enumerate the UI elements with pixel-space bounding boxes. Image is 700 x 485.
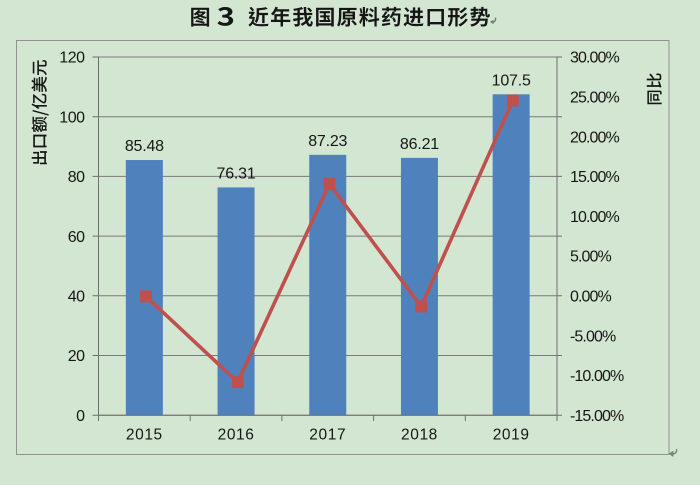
svg-text:40: 40: [68, 289, 85, 306]
svg-text:10.00%: 10.00%: [570, 209, 620, 226]
svg-text:2019: 2019: [493, 427, 530, 444]
svg-text:-15.00%: -15.00%: [570, 408, 624, 425]
svg-text:80: 80: [68, 169, 85, 186]
svg-text:0: 0: [76, 408, 85, 425]
svg-text:2015: 2015: [126, 427, 163, 444]
svg-text:85.48: 85.48: [125, 138, 164, 155]
svg-text:15.00%: 15.00%: [570, 169, 620, 186]
svg-text:100: 100: [59, 109, 85, 126]
svg-text:86.21: 86.21: [400, 136, 439, 153]
svg-text:60: 60: [68, 229, 85, 246]
svg-text:-5.00%: -5.00%: [570, 328, 616, 345]
svg-text:2018: 2018: [401, 427, 438, 444]
svg-text:2017: 2017: [309, 427, 346, 444]
svg-text:5.00%: 5.00%: [570, 249, 612, 266]
svg-text:76.31: 76.31: [217, 166, 256, 183]
svg-text:0.00%: 0.00%: [570, 289, 612, 306]
svg-text:20.00%: 20.00%: [570, 129, 620, 146]
svg-text:87.23: 87.23: [308, 133, 347, 150]
svg-text:107.5: 107.5: [492, 73, 531, 90]
svg-text:30.00%: 30.00%: [570, 50, 620, 67]
svg-text:2016: 2016: [218, 427, 255, 444]
svg-text:120: 120: [59, 50, 85, 67]
svg-text:20: 20: [68, 348, 85, 365]
svg-text:-10.00%: -10.00%: [570, 368, 624, 385]
svg-text:25.00%: 25.00%: [570, 90, 620, 107]
